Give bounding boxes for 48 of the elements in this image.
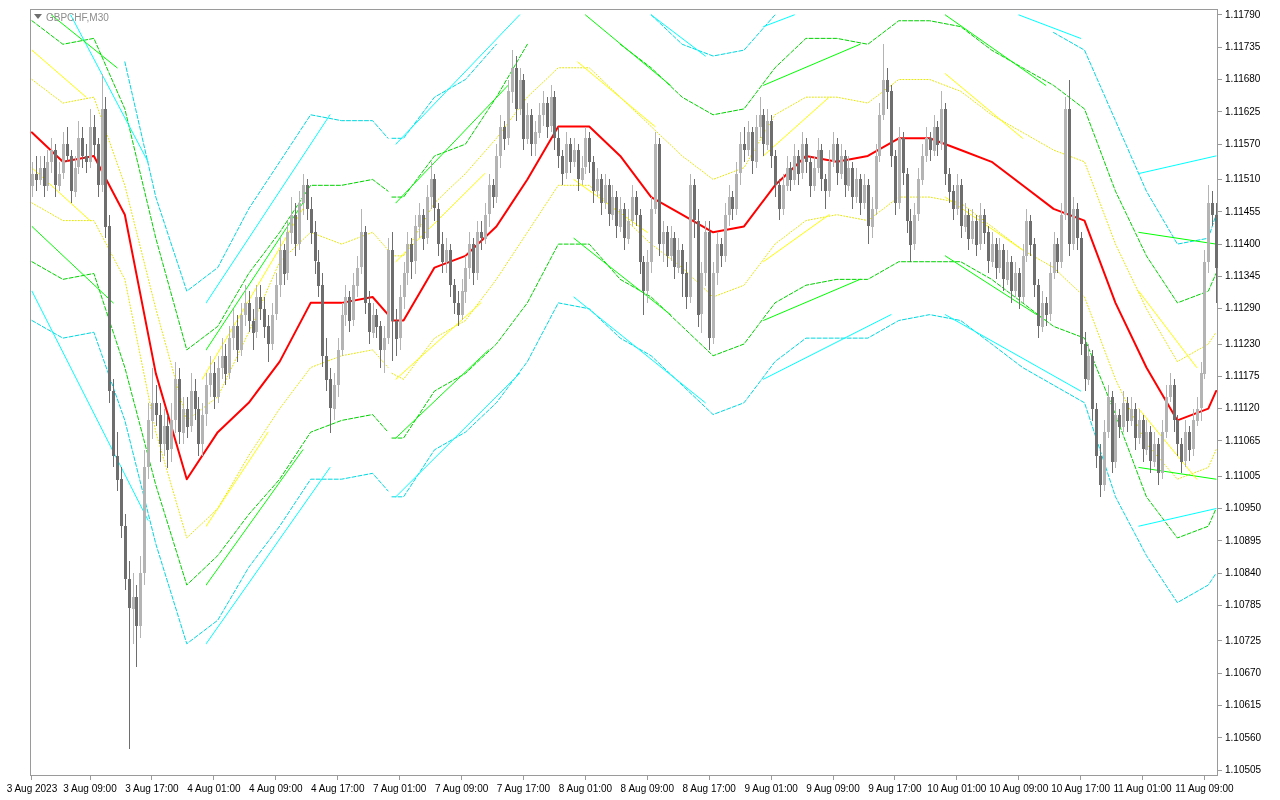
y-tick-label: 1.10670: [1225, 666, 1262, 678]
y-tick-label: 1.11735: [1225, 40, 1261, 52]
x-tick-label: 10 Aug 17:00: [1051, 782, 1111, 794]
y-tick-label: 1.11345: [1225, 270, 1261, 282]
y-tick-label: 1.10560: [1225, 731, 1262, 743]
x-tick-label: 3 Aug 2023: [6, 782, 58, 794]
y-tick-label: 1.11680: [1225, 73, 1261, 85]
y-tick-label: 1.10950: [1225, 502, 1262, 514]
x-tick-label: 4 Aug 17:00: [311, 782, 365, 794]
y-tick-label: 1.11230: [1225, 337, 1261, 349]
y-tick-label: 1.11065: [1225, 434, 1261, 446]
x-tick-label: 10 Aug 01:00: [927, 782, 987, 794]
y-tick-label: 1.10785: [1225, 599, 1262, 611]
y-tick-label: 1.11175: [1225, 370, 1261, 382]
x-tick-label: 9 Aug 01:00: [744, 782, 799, 794]
y-tick-label: 1.11120: [1225, 402, 1261, 414]
y-tick-label: 1.10505: [1225, 763, 1262, 775]
x-tick-label: 10 Aug 09:00: [989, 782, 1049, 794]
x-tick-label: 8 Aug 17:00: [682, 782, 737, 794]
y-tick-label: 1.10840: [1225, 566, 1262, 578]
x-tick-label: 11 Aug 09:00: [1175, 782, 1234, 794]
line-series: [391, 67, 1217, 363]
line-series: [391, 184, 1217, 480]
y-tick-label: 1.11790: [1225, 8, 1261, 20]
x-tick-label: 9 Aug 09:00: [806, 782, 861, 794]
y-tick-label: 1.11455: [1225, 205, 1261, 217]
y-tick-label: 1.11570: [1225, 137, 1261, 149]
y-tick-label: 1.11005: [1225, 470, 1261, 481]
y-tick-label: 1.10895: [1225, 534, 1262, 546]
x-tick-label: 11 Aug 01:00: [1113, 782, 1173, 794]
y-tick-label: 1.11290: [1225, 302, 1261, 314]
y-tick-label: 1.11400: [1225, 237, 1261, 249]
x-tick-label: 4 Aug 01:00: [187, 782, 241, 794]
y-tick-label: 1.10615: [1225, 699, 1262, 711]
x-tick-label: 7 Aug 09:00: [434, 782, 489, 794]
y-tick-label: 1.11625: [1225, 105, 1261, 117]
x-tick-label: 7 Aug 01:00: [372, 782, 427, 794]
x-tick-label: 7 Aug 17:00: [496, 782, 551, 794]
x-tick-label: 9 Aug 17:00: [868, 782, 923, 794]
y-tick-label: 1.11510: [1225, 173, 1261, 185]
x-tick-label: 3 Aug 17:00: [125, 782, 180, 794]
y-tick-label: 1.10725: [1225, 634, 1262, 646]
line-series: [391, 302, 1217, 604]
x-tick-label: 8 Aug 01:00: [558, 782, 613, 794]
x-tick-label: 4 Aug 09:00: [249, 782, 303, 794]
x-tick-label: 3 Aug 09:00: [63, 782, 118, 794]
line-series: [391, 243, 1217, 539]
x-tick-label: 8 Aug 09:00: [620, 782, 675, 794]
